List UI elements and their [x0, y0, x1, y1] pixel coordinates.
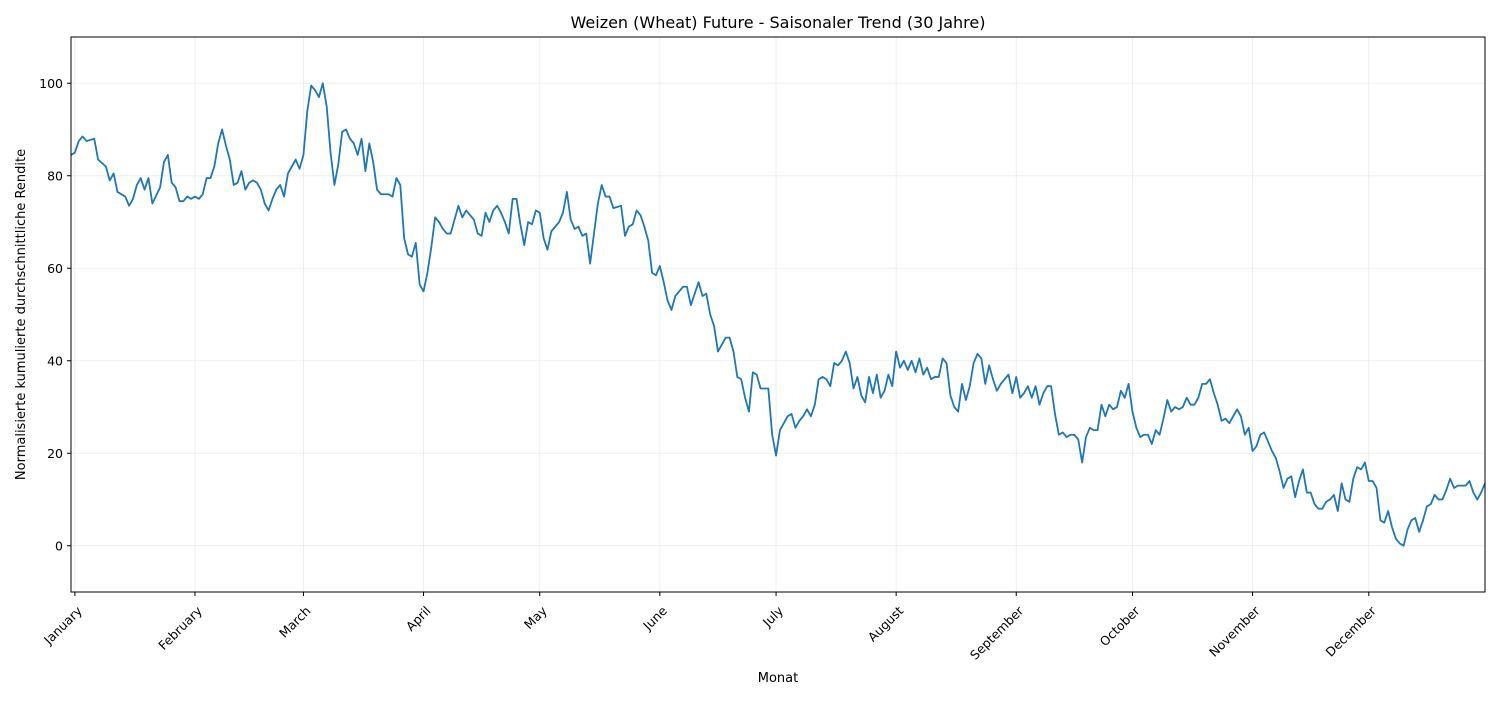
x-tick-label: December	[1322, 603, 1379, 660]
y-axis: 0 20 40 60 80 100	[39, 76, 71, 553]
y-axis-label: Normalisierte kumulierte durchschnittlic…	[14, 149, 29, 480]
y-tick-label: 40	[47, 353, 63, 368]
chart-title: Weizen (Wheat) Future - Saisonaler Trend…	[571, 13, 986, 32]
y-tick-label: 60	[47, 261, 63, 276]
x-tick-label: June	[639, 603, 670, 634]
x-tick-label: May	[521, 603, 550, 632]
x-tick-label: August	[865, 603, 907, 645]
x-axis-label: Monat	[758, 671, 798, 686]
x-tick-label: November	[1206, 603, 1263, 660]
y-tick-label: 0	[55, 538, 63, 553]
y-tick-label: 20	[47, 446, 63, 461]
x-tick-label: July	[759, 603, 787, 631]
y-tick-label: 100	[39, 76, 63, 91]
x-tick-label: April	[403, 603, 434, 634]
y-tick-label: 80	[47, 168, 63, 183]
x-tick-label: February	[155, 603, 205, 653]
x-tick-label: January	[40, 603, 85, 648]
x-tick-label: October	[1097, 603, 1144, 650]
x-axis: January February March April May June July Augu…	[40, 592, 1379, 663]
plot-frame	[70, 36, 1486, 593]
x-tick-label: March	[276, 603, 314, 641]
x-tick-label: September	[967, 603, 1027, 663]
series-layer	[70, 82, 1486, 547]
series-line	[70, 82, 1486, 547]
grid	[71, 37, 1485, 592]
